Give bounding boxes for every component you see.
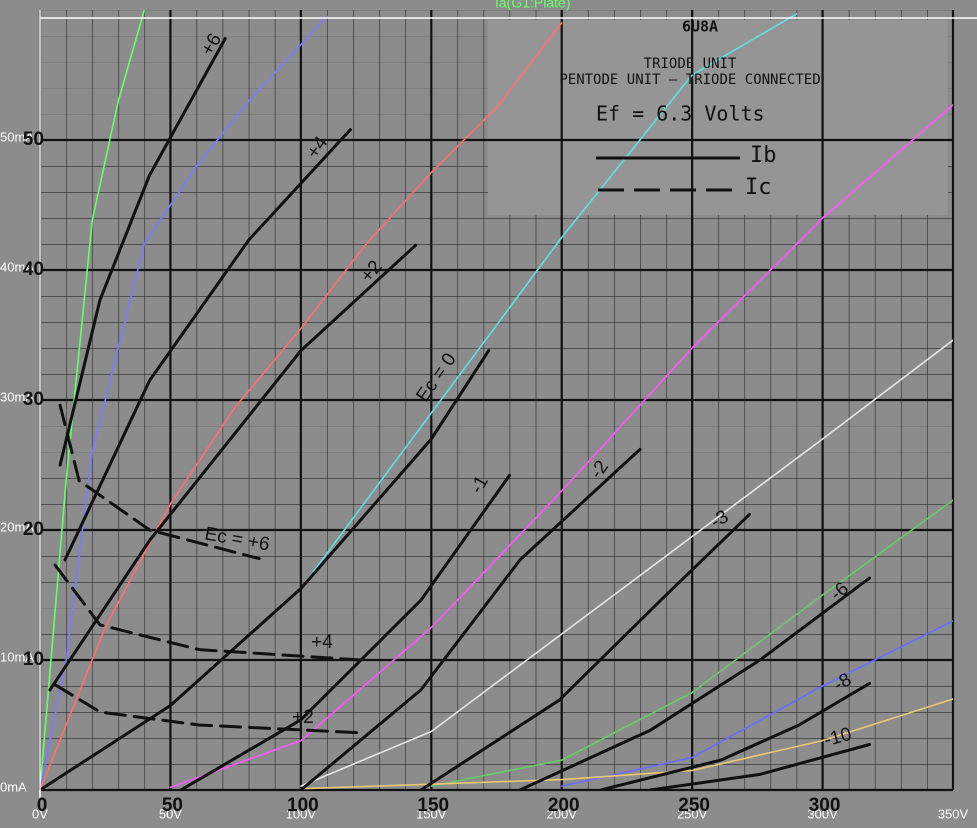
y-tick-label: 20mA xyxy=(0,519,34,534)
chart-title: Ia(G1:Plate) xyxy=(495,0,570,11)
y-tick-label: 40mA xyxy=(0,259,34,274)
x-tick-label: 50V xyxy=(159,806,182,821)
sheet-x-label: 0 xyxy=(37,795,48,816)
sheet-x-label: 250 xyxy=(678,795,710,816)
x-tick-label: 100V xyxy=(286,806,317,821)
y-tick-label: 0mA xyxy=(0,779,27,794)
x-tick-label: 250V xyxy=(677,806,708,821)
curve xyxy=(40,15,328,790)
x-tick-label: 150V xyxy=(416,806,447,821)
ic-curve xyxy=(58,403,261,561)
curve xyxy=(63,128,352,562)
sheet-x-label: 100 xyxy=(287,795,319,816)
curve xyxy=(419,512,751,790)
curve xyxy=(40,22,563,790)
curve xyxy=(300,339,953,787)
legend-ef: Ef = 6.3 Volts xyxy=(596,102,765,126)
legend-line2: PENTODE UNIT — TRIODE CONNECTED xyxy=(559,72,820,88)
sheet-y-label: 10 xyxy=(23,649,44,670)
curve xyxy=(58,37,227,467)
sheet-x-label: 50 xyxy=(162,795,183,816)
legend-ic: Ic xyxy=(745,175,772,200)
legend-ib: Ib xyxy=(750,143,777,168)
sheet-x-label: 300 xyxy=(809,795,841,816)
curve xyxy=(648,743,871,790)
y-tick-label: 30mA xyxy=(0,389,34,404)
ic-curve xyxy=(53,563,363,662)
curve xyxy=(299,447,642,790)
curves xyxy=(40,10,953,790)
curve xyxy=(599,681,871,790)
y-tick-label: 10mA xyxy=(0,649,34,664)
y-tick-label: 50mA xyxy=(0,129,34,144)
curve xyxy=(300,698,953,790)
curve xyxy=(518,576,871,790)
legend-box xyxy=(488,20,948,215)
legend-line1: TRIODE UNIT xyxy=(644,56,737,72)
sheet-y-label: 30 xyxy=(23,389,44,410)
sheet-y-label: 20 xyxy=(23,519,44,540)
curve xyxy=(169,104,953,789)
tube-name: 6U8A xyxy=(682,18,718,36)
sheet-y-label: 40 xyxy=(23,259,44,280)
sheet-x-label: 150 xyxy=(417,795,449,816)
sheet-y-label: 50 xyxy=(23,129,44,150)
sheet-x-label: 200 xyxy=(548,795,580,816)
curve-label: +2 xyxy=(292,707,314,728)
curve xyxy=(430,499,953,787)
x-tick-label: 300V xyxy=(807,806,838,821)
curve xyxy=(48,243,418,692)
curve xyxy=(40,349,491,790)
x-tick-label: 0V xyxy=(32,806,48,821)
curve xyxy=(40,10,146,790)
ic-curve xyxy=(53,683,363,735)
curve-label: +4 xyxy=(311,632,333,653)
x-tick-label: 350V xyxy=(938,806,969,821)
x-tick-label: 200V xyxy=(547,806,578,821)
curve xyxy=(560,620,953,787)
